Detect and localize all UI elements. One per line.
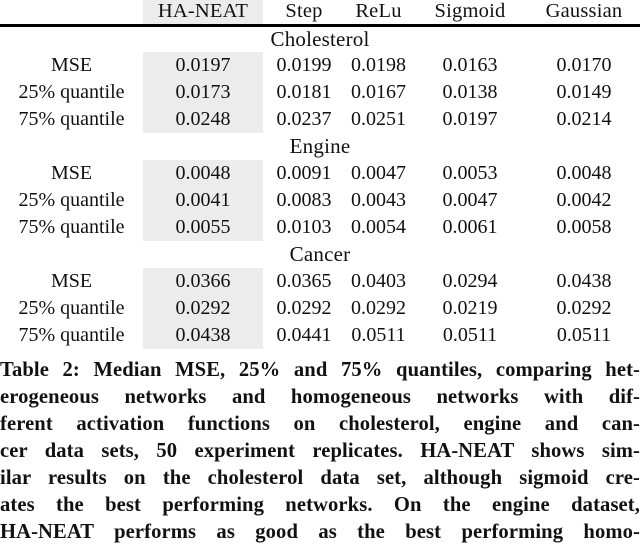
- row-label: 75% quantile: [18, 324, 125, 346]
- value-cell: 0.0048: [556, 162, 612, 184]
- value-cell: 0.0219: [442, 297, 498, 319]
- table-row: 25% quantile 0.0041 0.0083 0.0043 0.0047…: [0, 187, 640, 214]
- value-cell: 0.0181: [276, 81, 332, 103]
- column-header-ha-neat: HA-NEAT: [143, 0, 263, 27]
- value-cell: 0.0365: [276, 270, 332, 292]
- table-caption: Table 2: Median MSE, 25% and 75% quantil…: [0, 357, 640, 546]
- value-cell: 0.0149: [556, 81, 612, 103]
- caption-line: ilar results on the cholesterol data set…: [0, 467, 640, 489]
- value-cell: 0.0237: [276, 108, 332, 130]
- row-label: MSE: [50, 54, 93, 76]
- row-label: MSE: [50, 162, 93, 184]
- caption-line: HA-NEAT performs as good as the best per…: [0, 521, 640, 543]
- section-cancer: Cancer MSE 0.0366 0.0365 0.0403 0.0294 0…: [0, 241, 640, 349]
- value-cell: 0.0061: [442, 216, 498, 238]
- section-title: Cholesterol: [270, 26, 370, 51]
- section-engine: Engine MSE 0.0048 0.0091 0.0047 0.0053 0…: [0, 133, 640, 241]
- value-cell: 0.0163: [442, 54, 498, 76]
- column-header-gaussian: Gaussian: [528, 0, 640, 27]
- table-row: MSE 0.0048 0.0091 0.0047 0.0053 0.0048: [0, 160, 640, 187]
- value-cell: 0.0103: [276, 216, 332, 238]
- value-cell: 0.0083: [276, 189, 332, 211]
- table-row: 75% quantile 0.0055 0.0103 0.0054 0.0061…: [0, 214, 640, 241]
- value-cell: 0.0048: [143, 160, 263, 187]
- value-cell: 0.0294: [442, 270, 498, 292]
- value-cell: 0.0042: [556, 189, 612, 211]
- value-cell: 0.0403: [351, 270, 406, 292]
- value-cell: 0.0055: [143, 214, 263, 241]
- table-row: MSE 0.0197 0.0199 0.0198 0.0163 0.0170: [0, 52, 640, 79]
- results-table: HA-NEAT Step ReLu Sigmoid Gaussian Chole…: [0, 0, 640, 349]
- value-cell: 0.0511: [351, 324, 406, 346]
- value-cell: 0.0441: [276, 324, 332, 346]
- row-label: 25% quantile: [18, 189, 125, 211]
- value-cell: 0.0047: [351, 162, 406, 184]
- section-title-row: Cholesterol: [0, 25, 640, 52]
- value-cell: 0.0043: [351, 189, 406, 211]
- corner-cell: [0, 0, 143, 27]
- value-cell: 0.0058: [556, 216, 612, 238]
- table-row: MSE 0.0366 0.0365 0.0403 0.0294 0.0438: [0, 268, 640, 295]
- row-label: 75% quantile: [18, 216, 125, 238]
- value-cell: 0.0292: [276, 297, 332, 319]
- value-cell: 0.0047: [442, 189, 498, 211]
- table-row: 75% quantile 0.0248 0.0237 0.0251 0.0197…: [0, 106, 640, 133]
- value-cell: 0.0054: [351, 216, 406, 238]
- value-cell: 0.0248: [143, 106, 263, 133]
- row-label: 25% quantile: [18, 297, 125, 319]
- value-cell: 0.0366: [143, 268, 263, 295]
- value-cell: 0.0197: [143, 52, 263, 79]
- section-title: Engine: [289, 134, 351, 158]
- value-cell: 0.0438: [143, 322, 263, 349]
- value-cell: 0.0438: [556, 270, 612, 292]
- row-label: 75% quantile: [18, 108, 125, 130]
- table-header-row: HA-NEAT Step ReLu Sigmoid Gaussian: [0, 0, 640, 27]
- value-cell: 0.0511: [442, 324, 498, 346]
- value-cell: 0.0138: [442, 81, 498, 103]
- section-cholesterol: Cholesterol MSE 0.0197 0.0199 0.0198 0.0…: [0, 25, 640, 133]
- table-row: 75% quantile 0.0438 0.0441 0.0511 0.0511…: [0, 322, 640, 349]
- caption-line: ates the best performing networks. On th…: [0, 494, 640, 516]
- value-cell: 0.0198: [351, 54, 406, 76]
- value-cell: 0.0292: [351, 297, 406, 319]
- row-label: 25% quantile: [18, 81, 125, 103]
- value-cell: 0.0199: [276, 54, 332, 76]
- value-cell: 0.0251: [351, 108, 406, 130]
- value-cell: 0.0170: [556, 54, 612, 76]
- table-row: 25% quantile 0.0173 0.0181 0.0167 0.0138…: [0, 79, 640, 106]
- value-cell: 0.0041: [143, 187, 263, 214]
- caption-line: ferent activation functions on cholester…: [0, 413, 640, 435]
- value-cell: 0.0197: [442, 108, 498, 130]
- caption-line: cer data sets, 50 experiment replicates.…: [0, 440, 640, 462]
- value-cell: 0.0053: [442, 162, 498, 184]
- row-label: MSE: [50, 270, 93, 292]
- section-title-row: Engine: [0, 133, 640, 160]
- caption-line: Table 2: Median MSE, 25% and 75% quantil…: [0, 359, 640, 381]
- value-cell: 0.0511: [556, 324, 612, 346]
- column-header-step: Step: [263, 0, 345, 27]
- value-cell: 0.0173: [143, 79, 263, 106]
- value-cell: 0.0292: [556, 297, 612, 319]
- value-cell: 0.0091: [276, 162, 332, 184]
- value-cell: 0.0214: [556, 108, 612, 130]
- table-row: 25% quantile 0.0292 0.0292 0.0292 0.0219…: [0, 295, 640, 322]
- column-header-relu: ReLu: [345, 0, 412, 27]
- section-title-row: Cancer: [0, 241, 640, 268]
- value-cell: 0.0292: [143, 295, 263, 322]
- section-title: Cancer: [289, 242, 351, 266]
- caption-line: erogeneous networks and homogeneous netw…: [0, 386, 640, 408]
- value-cell: 0.0167: [351, 81, 406, 103]
- column-header-sigmoid: Sigmoid: [412, 0, 528, 27]
